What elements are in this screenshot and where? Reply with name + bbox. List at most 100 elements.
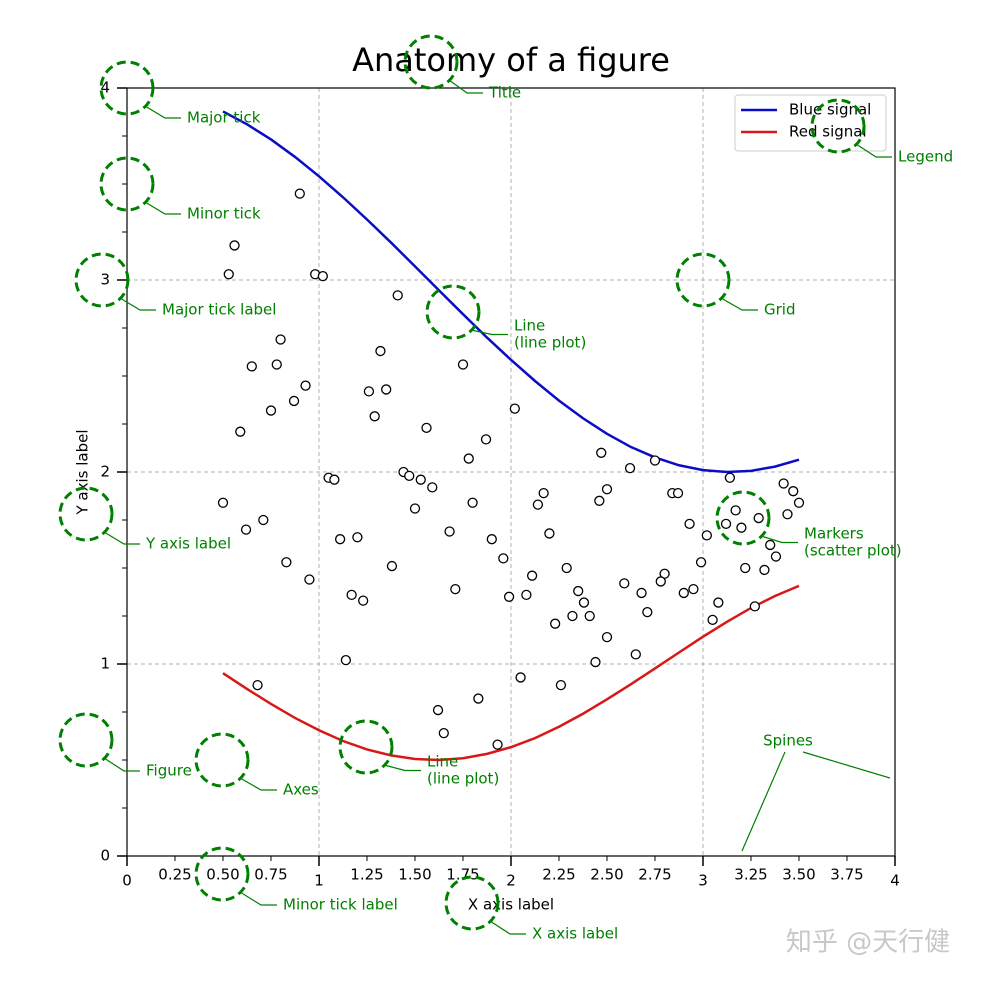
annotation-circle [74, 252, 130, 308]
scatter-marker [649, 455, 661, 466]
scatter-marker [584, 610, 595, 622]
scatter-marker [358, 595, 369, 606]
annotation-connector [470, 329, 508, 336]
scatter-marker [317, 271, 328, 282]
x-minor-tick-label: 1.75 [446, 866, 479, 884]
scatter-marker [294, 188, 305, 199]
scatter-marker [300, 380, 311, 391]
scatter-marker [386, 560, 398, 572]
annotation-text: Minor tick [187, 205, 261, 223]
scatter-marker [486, 534, 497, 545]
scatter-marker [275, 334, 286, 345]
scatter-marker [369, 411, 380, 422]
annotation-circle [99, 60, 155, 116]
y-tick-label: 3 [100, 271, 110, 289]
scatter-marker [624, 463, 636, 474]
annotation-text: Spines [763, 732, 813, 750]
scatter-marker [480, 434, 492, 445]
scatter-marker [240, 524, 252, 535]
scatter-marker [304, 574, 315, 585]
annotation-circle [338, 719, 394, 775]
annotation-circle [715, 490, 771, 546]
annotation-connector [239, 777, 277, 791]
annotation-connector [383, 764, 421, 772]
chart-title: Anatomy of a figure [352, 41, 670, 79]
annotation-text: X axis label [532, 925, 618, 943]
scatter-marker [404, 470, 415, 481]
annotation-connector [741, 751, 786, 852]
scatter-marker [340, 655, 352, 666]
annotation-circle [194, 846, 250, 902]
scatter-marker [765, 539, 776, 551]
x-minor-tick-label: 3.25 [734, 866, 767, 884]
scatter-marker [229, 240, 240, 251]
scatter-marker [724, 472, 736, 483]
x-minor-tick-label: 3.75 [830, 866, 863, 884]
scatter-marker [246, 361, 257, 372]
scatter-marker [288, 395, 300, 407]
annotation-text: Line [427, 753, 458, 771]
x-axis-label: X axis label [468, 896, 554, 914]
annotation-connector [103, 531, 140, 545]
scatter-marker [375, 345, 386, 357]
y-tick-label: 4 [100, 79, 110, 97]
annotation-connector [144, 201, 181, 215]
annotation-text: Line [514, 317, 545, 335]
annotation-connector [720, 297, 758, 311]
line-series [222, 110, 800, 474]
x-tick-label: 2 [506, 872, 516, 890]
annotation-connector [119, 297, 156, 311]
x-minor-tick-label: 1.50 [398, 866, 431, 884]
scatter-marker [788, 486, 799, 497]
annotation-text: (line plot) [514, 334, 586, 352]
scatter-marker [672, 487, 684, 499]
scatter-marker [498, 553, 509, 564]
annotation-text: Major tick [187, 109, 261, 127]
scatter-marker [619, 578, 630, 589]
annotation-text: Minor tick label [283, 896, 398, 914]
annotation-circle [403, 34, 459, 90]
scatter-marker [334, 534, 346, 545]
annotation-text: Markers [804, 525, 864, 543]
x-tick-label: 1 [314, 872, 324, 890]
scatter-marker [415, 474, 426, 485]
scatter-marker [392, 290, 403, 301]
annotation-connector [760, 535, 798, 544]
scatter-marker [596, 447, 607, 458]
scatter-marker [793, 497, 805, 508]
scatter-marker [438, 727, 449, 739]
scatter-marker [381, 384, 392, 395]
scatter-marker [740, 562, 751, 574]
scatter-marker [578, 597, 590, 608]
scatter-marker [427, 482, 438, 493]
watermark: 知乎 @天行健 [786, 928, 950, 958]
scatter-marker [258, 514, 269, 526]
annotation-text: (line plot) [427, 770, 499, 788]
scatter-marker [444, 526, 455, 537]
scatter-marker [492, 739, 503, 750]
legend-label: Blue signal [789, 101, 871, 119]
scatter-marker [421, 422, 432, 433]
scatter-marker [252, 679, 263, 691]
annotation-circle [444, 875, 500, 931]
scatter-marker [555, 679, 567, 691]
annotation-text: Legend [898, 148, 953, 166]
scatter-marker [636, 587, 647, 599]
scatter-marker [713, 597, 724, 608]
scatter-marker [695, 557, 707, 568]
annotation-text: Title [488, 84, 521, 102]
x-tick-label: 0 [122, 872, 132, 890]
annotation-connector [802, 751, 891, 779]
x-minor-tick-label: 1.25 [350, 866, 383, 884]
scatter-marker [329, 474, 340, 485]
scatter-marker [457, 359, 469, 370]
scatter-marker [217, 497, 229, 508]
annotation-connector [448, 79, 483, 94]
annotation-text: Axes [283, 781, 319, 799]
scatter-marker [720, 518, 732, 529]
y-tick-label: 0 [100, 847, 110, 865]
scatter-marker [346, 589, 357, 601]
scatter-marker [363, 386, 375, 397]
